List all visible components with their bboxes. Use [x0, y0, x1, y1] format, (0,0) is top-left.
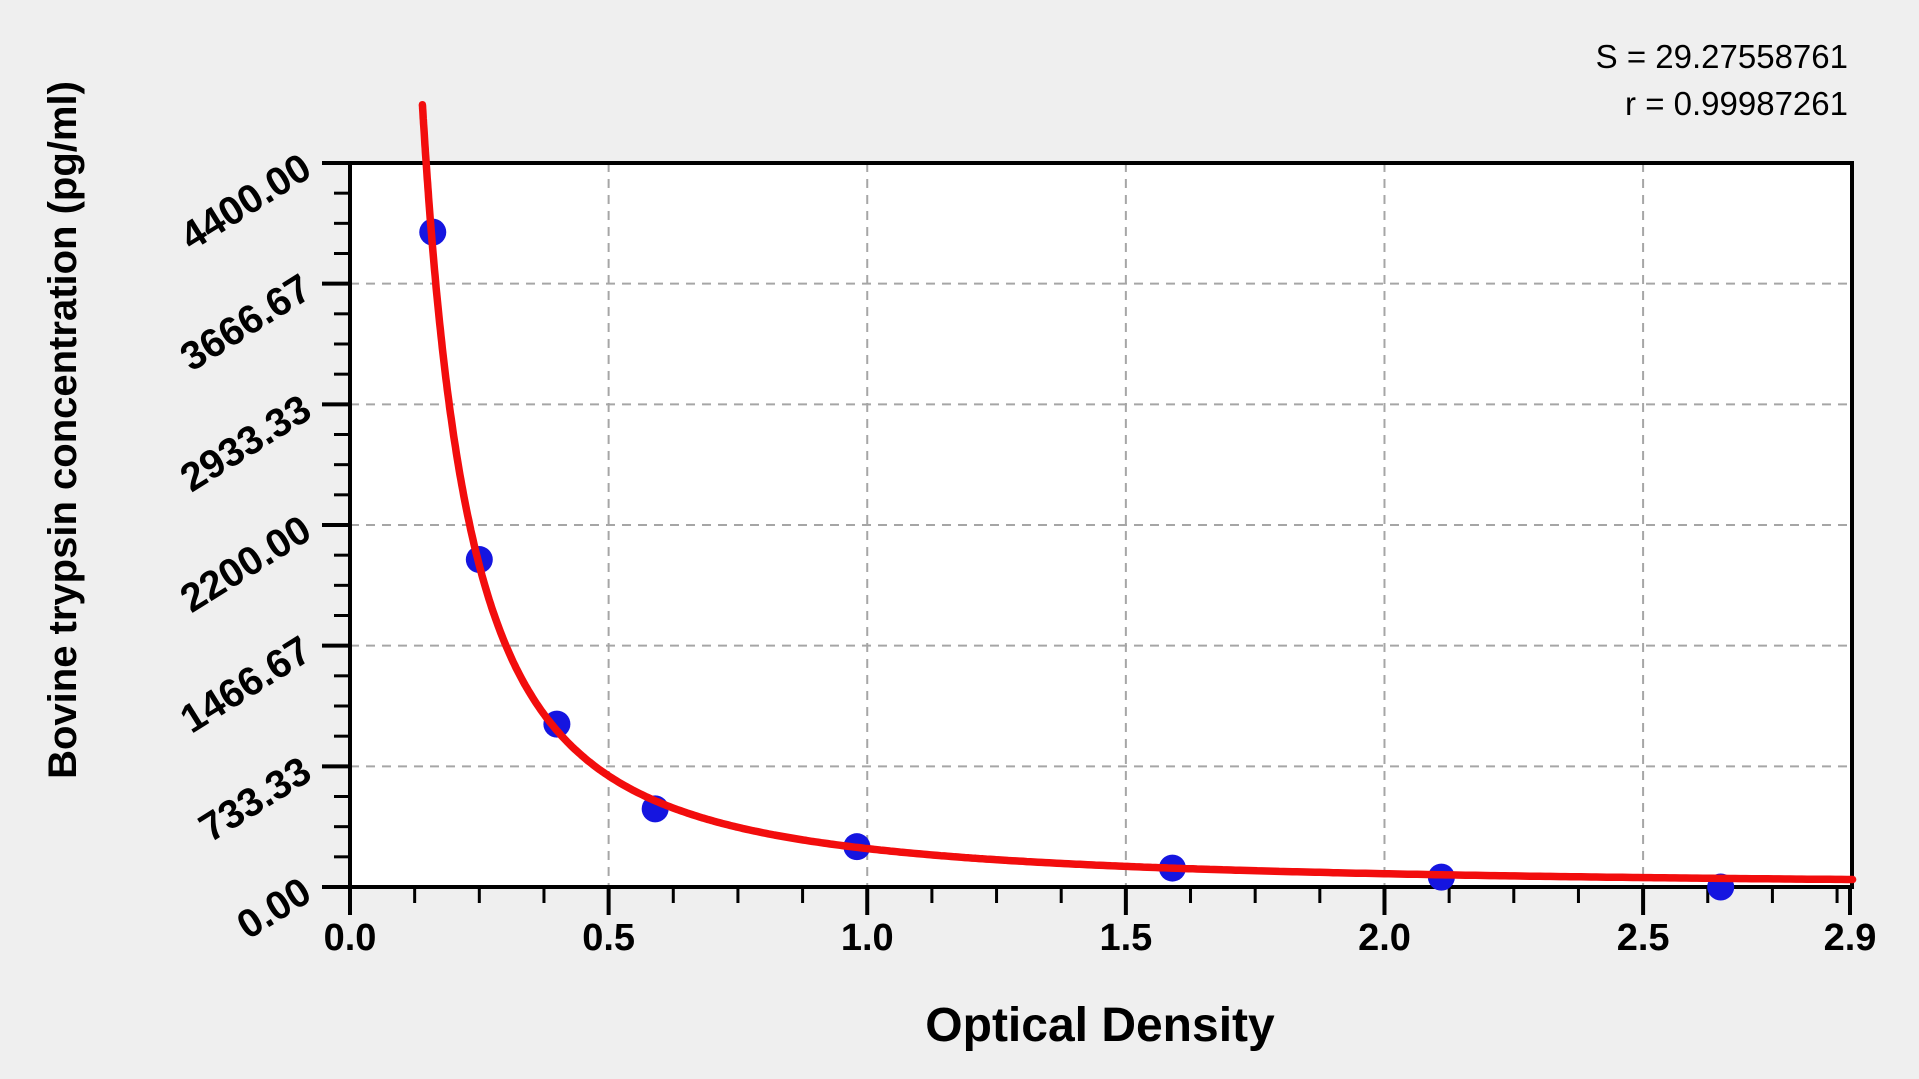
- fit-curve: [418, 100, 1857, 884]
- gridline-layer: [350, 163, 1852, 887]
- x-tick-label: 0.5: [582, 917, 635, 959]
- plot-border: [348, 161, 1854, 889]
- x-axis-title: Optical Density: [925, 999, 1275, 1052]
- x-tick-label: 2.5: [1617, 917, 1670, 959]
- y-tick-label: 0.00: [229, 869, 318, 948]
- stat-s-value: S = 29.27558761: [1596, 38, 1848, 75]
- y-axis-title: Bovine trypsin concentration (pg/ml): [41, 81, 85, 779]
- tick-layer: [322, 161, 1852, 915]
- plot-border-layer: [348, 161, 1854, 889]
- y-tick-label: 2200.00: [173, 507, 319, 621]
- y-tick-label: 2933.33: [173, 387, 319, 501]
- y-tick-label: 1466.67: [173, 628, 319, 742]
- x-tick-label: 2.9: [1824, 917, 1877, 959]
- x-tick-label: 0.0: [324, 917, 377, 959]
- y-tick-label: 733.33: [192, 749, 319, 851]
- y-tick-label: 3666.67: [173, 266, 319, 380]
- y-tick-label: 4400.00: [173, 145, 319, 259]
- x-tick-label: 1.0: [841, 917, 894, 959]
- fit-curve-layer: [418, 100, 1857, 884]
- x-tick-label: 1.5: [1099, 917, 1152, 959]
- x-tick-label: 2.0: [1358, 917, 1411, 959]
- stat-r-value: r = 0.99987261: [1625, 85, 1848, 122]
